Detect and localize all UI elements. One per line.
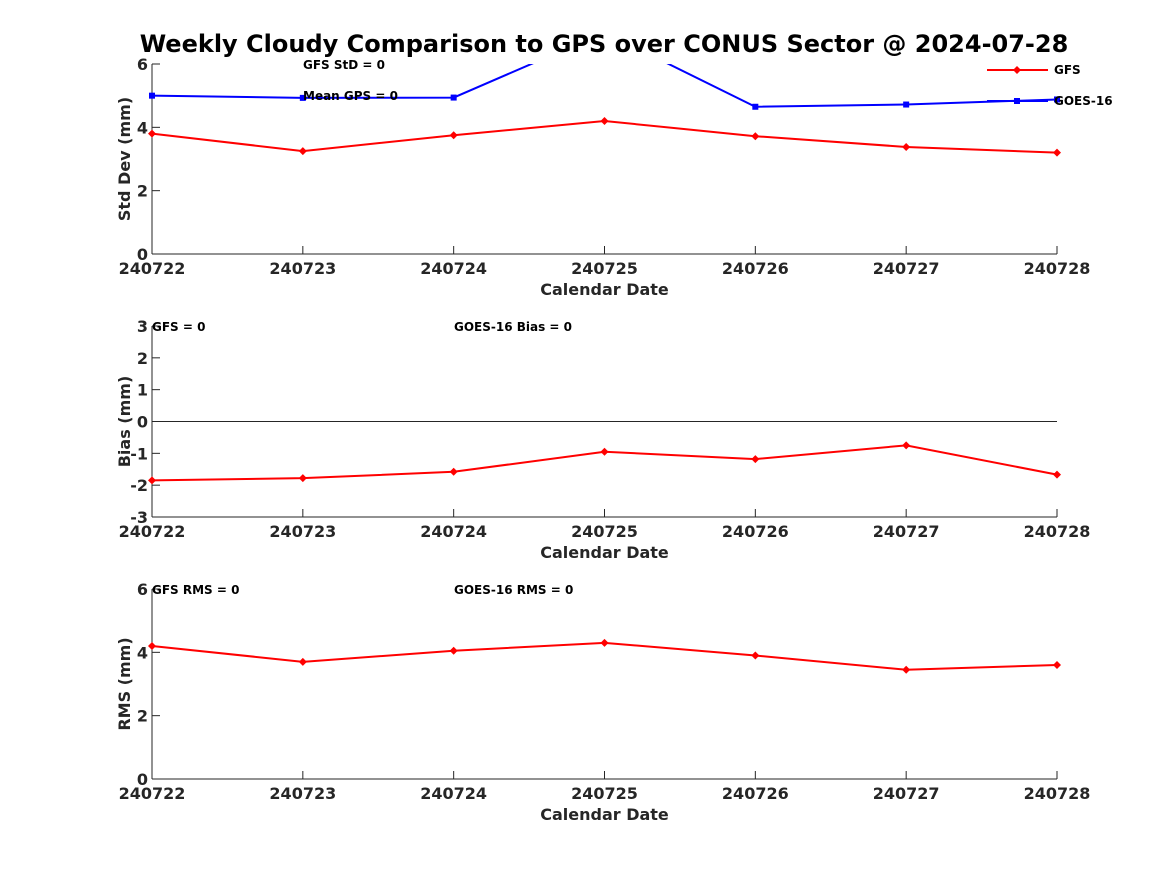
data-point-diamond — [902, 665, 911, 674]
y-tick-label: 1 — [137, 381, 148, 400]
x-tick-label: 240727 — [873, 522, 940, 541]
series-gfs — [148, 441, 1061, 485]
x-tick-label: 240722 — [119, 784, 186, 803]
data-point-square — [752, 103, 759, 110]
x-tick-label: 240727 — [873, 784, 940, 803]
x-tick-label: 240727 — [873, 259, 940, 278]
x-tick-label: 240728 — [1024, 784, 1091, 803]
data-point-diamond — [148, 642, 156, 650]
x-tick-label: 240723 — [269, 522, 336, 541]
x-tick-label: 240728 — [1024, 259, 1091, 278]
series-gfs — [148, 638, 1061, 674]
y-axis-label: Bias (mm) — [115, 376, 134, 468]
y-tick-label: 4 — [137, 643, 148, 662]
y-tick-label: 2 — [137, 182, 148, 201]
y-tick-label: -2 — [130, 476, 148, 495]
series-line — [151, 119, 1058, 154]
data-point-diamond — [902, 441, 911, 450]
x-tick-label: 240725 — [571, 259, 638, 278]
x-tick-label: 240723 — [269, 784, 336, 803]
x-axis-label: Calendar Date — [540, 543, 669, 562]
y-axis-label: RMS (mm) — [115, 637, 134, 730]
data-point-diamond — [600, 117, 609, 125]
x-tick-label: 240723 — [269, 259, 336, 278]
data-point-diamond — [751, 651, 760, 660]
annotation-text: GOES-16 RMS = 0 — [454, 583, 573, 597]
y-tick-label: 4 — [137, 118, 148, 137]
series-line — [151, 641, 1058, 671]
series-gfs — [148, 117, 1061, 157]
data-point-diamond — [148, 476, 156, 485]
annotation-text: GFS = 0 — [152, 320, 205, 334]
x-tick-label: 240722 — [119, 259, 186, 278]
y-tick-label: 6 — [137, 580, 148, 599]
data-point-square — [450, 94, 457, 101]
y-tick-label: 0 — [137, 770, 148, 789]
data-point-diamond — [148, 129, 156, 138]
y-tick-label: 0 — [137, 245, 148, 264]
data-point-diamond — [902, 142, 911, 151]
data-point-square — [149, 92, 155, 99]
x-tick-label: 240725 — [571, 522, 638, 541]
data-point-diamond — [751, 455, 760, 464]
data-point-square — [1054, 96, 1060, 103]
data-point-diamond — [751, 132, 760, 141]
y-tick-label: 3 — [137, 317, 148, 336]
data-point-diamond — [1053, 470, 1061, 479]
x-tick-label: 240724 — [420, 259, 487, 278]
legend-label: GOES-16 — [1054, 94, 1113, 108]
data-point-diamond — [298, 657, 307, 666]
data-point-diamond — [1053, 661, 1061, 669]
y-tick-label: 2 — [137, 707, 148, 726]
x-tick-label: 240725 — [571, 784, 638, 803]
annotation-text: GOES-16 Bias = 0 — [454, 320, 572, 334]
data-point-diamond — [298, 147, 307, 156]
x-tick-label: 240724 — [420, 522, 487, 541]
data-point-diamond — [298, 474, 307, 483]
x-tick-label: 240728 — [1024, 522, 1091, 541]
data-point-diamond — [449, 131, 458, 140]
annotation-text: GFS RMS = 0 — [152, 583, 239, 597]
data-point-diamond — [449, 646, 458, 655]
y-tick-label: -1 — [130, 444, 148, 463]
x-axis-label: Calendar Date — [540, 805, 669, 824]
data-point-diamond — [600, 638, 609, 647]
annotation-text: Mean GPS = 0 — [303, 89, 398, 103]
x-tick-label: 240726 — [722, 784, 789, 803]
series-goes-16 — [149, 64, 1060, 110]
x-axis-label: Calendar Date — [540, 280, 669, 299]
y-axis-label: Std Dev (mm) — [115, 97, 134, 221]
data-point-square — [903, 101, 910, 108]
panel-2: -3 -2 -1 0 1 2 3 240722 240723 240724 240725 240726… — [115, 317, 1090, 562]
panel-1: 0 2 4 6 240722 240723 240724 240725 240726 240727… — [115, 55, 1113, 299]
x-tick-label: 240724 — [420, 784, 487, 803]
legend-marker-diamond — [1013, 66, 1021, 74]
data-point-diamond — [1053, 148, 1061, 157]
annotation-text: GFS StD = 0 — [303, 58, 385, 72]
legend-marker-square — [1014, 98, 1020, 104]
figure-title: Weekly Cloudy Comparison to GPS over CON… — [140, 30, 1069, 58]
y-tick-label: 2 — [137, 349, 148, 368]
panel-3: 0 2 4 6 240722 240723 240724 240725 240726 240727… — [115, 580, 1090, 824]
x-tick-label: 240726 — [722, 522, 789, 541]
data-point-diamond — [600, 447, 609, 456]
data-point-square — [299, 94, 306, 101]
data-point-diamond — [449, 467, 458, 476]
y-tick-label: 6 — [137, 55, 148, 74]
legend-label: GFS — [1054, 63, 1081, 77]
legend: GFS GOES-16 — [987, 63, 1113, 108]
x-tick-label: 240726 — [722, 259, 789, 278]
y-tick-label: -3 — [130, 508, 148, 527]
y-tick-label: 0 — [137, 413, 148, 432]
x-tick-label: 240722 — [119, 522, 186, 541]
